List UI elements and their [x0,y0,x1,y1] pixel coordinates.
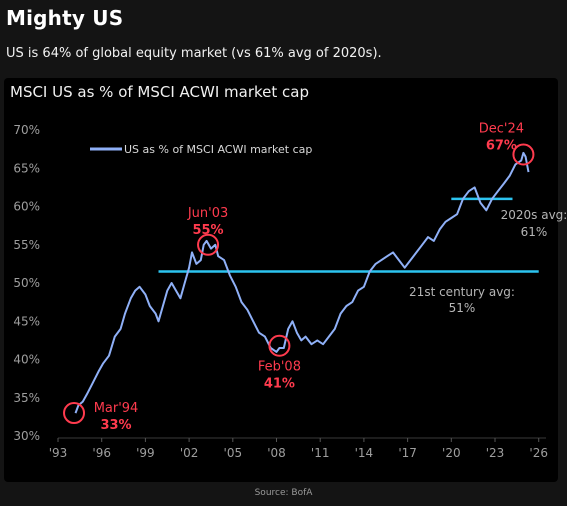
y-tick-label: 60% [13,200,40,214]
page-title: Mighty US [6,6,124,30]
annotation-value: 55% [192,223,223,238]
y-tick-label: 30% [13,429,40,443]
annotation-circle [63,402,86,425]
y-tick-label: 45% [13,314,40,328]
y-tick-label: 65% [13,161,40,175]
x-tick-label: '02 [180,446,199,460]
legend-label: US as % of MSCI ACWI market cap [124,143,312,156]
x-tick-label: '93 [49,446,68,460]
y-tick-label: 55% [13,238,40,252]
decade-average-label: 2020s avg: [501,208,567,222]
x-tick-label: '96 [92,446,111,460]
series-line-us-share [74,151,530,414]
y-tick-label: 50% [13,276,40,290]
x-tick-label: '23 [486,446,505,460]
annotation-date: Feb'08 [258,360,301,375]
century-average-label: 21st century avg: [409,285,515,299]
chart-panel [4,78,558,482]
x-tick-label: '14 [355,446,374,460]
annotation-date: Jun'03 [187,206,228,221]
annotation-date: Dec'24 [479,121,524,136]
annotation-value: 33% [100,418,131,433]
x-tick-label: '17 [398,446,417,460]
x-tick-label: '99 [136,446,155,460]
century-average-value: 51% [449,301,476,315]
x-tick-label: '08 [267,446,286,460]
x-tick-label: '20 [442,446,461,460]
x-tick-label: '05 [224,446,243,460]
decade-average-value: 61% [521,225,548,239]
annotation-value: 41% [264,377,295,392]
y-tick-label: 35% [13,391,40,405]
x-tick-label: '11 [311,446,330,460]
annotation-value: 67% [486,138,517,153]
x-tick-label: '26 [529,446,548,460]
annotation-circle [268,334,291,357]
chart-title: MSCI US as % of MSCI ACWI market cap [10,83,310,101]
source-note: Source: BofA [254,488,313,498]
y-tick-label: 40% [13,353,40,367]
y-tick-label: 70% [13,123,40,137]
annotation-date: Mar'94 [94,401,139,416]
annotation-circle [512,143,535,166]
page-subtitle: US is 64% of global equity market (vs 61… [6,46,382,61]
annotation-circle [197,233,220,256]
